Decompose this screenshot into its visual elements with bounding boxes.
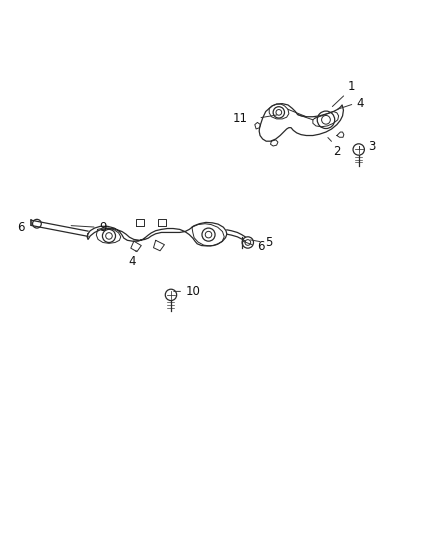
Text: 3: 3 — [368, 140, 376, 153]
Text: 1: 1 — [348, 80, 355, 93]
Text: 10: 10 — [185, 285, 200, 298]
Text: 11: 11 — [233, 111, 247, 125]
Text: 4: 4 — [357, 97, 364, 110]
Text: 4: 4 — [129, 255, 136, 268]
Text: 6: 6 — [257, 240, 265, 253]
Text: 2: 2 — [333, 145, 341, 158]
Text: 6: 6 — [17, 221, 25, 233]
Text: 9: 9 — [99, 221, 106, 233]
Text: 5: 5 — [265, 237, 272, 249]
